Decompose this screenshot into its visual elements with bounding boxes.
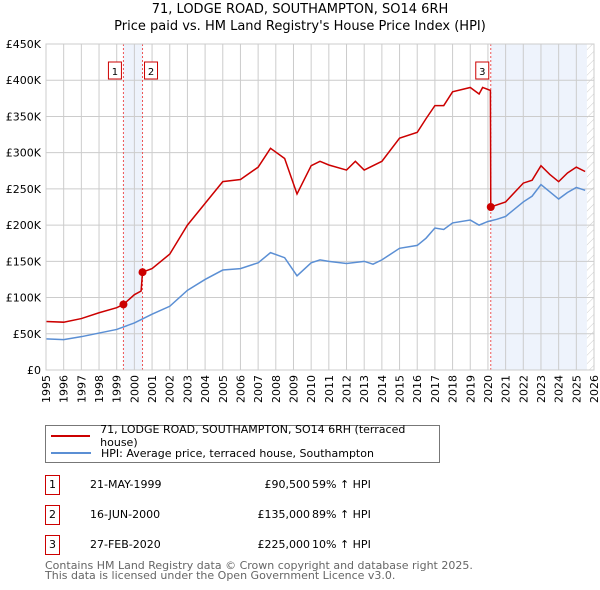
chart-title: 71, LODGE ROAD, SOUTHAMPTON, SO14 6RH	[151, 2, 449, 17]
x-tick-label: 2008	[270, 375, 283, 403]
sale-hpi-change: 89% ↑ HPI	[312, 508, 371, 521]
y-tick-label: £0	[27, 364, 41, 377]
x-tick-label: 2000	[128, 375, 141, 403]
sale-label-box	[144, 61, 159, 80]
sale-row: 1 21-MAY-1999 £90,500 59% ↑ HPI	[45, 475, 465, 495]
sale-marker-badge: 2	[45, 505, 60, 525]
x-tick-label: 2015	[394, 375, 407, 403]
y-tick-label: £350K	[6, 110, 42, 123]
x-tick-label: 2005	[217, 375, 230, 403]
legend: 71, LODGE ROAD, SOUTHAMPTON, SO14 6RH (t…	[45, 423, 440, 463]
y-tick-label: £100K	[6, 292, 42, 305]
footer-line2: This data is licensed under the Open Gov…	[45, 569, 396, 582]
future-hatch	[586, 44, 594, 370]
sale-label-box	[475, 61, 490, 80]
sale-label: 3	[479, 67, 485, 78]
sale-marker-badge: 3	[45, 535, 60, 555]
y-tick-label: £50K	[13, 328, 42, 341]
x-tick-label: 2018	[447, 375, 460, 403]
x-tick-label: 1999	[111, 375, 124, 403]
series-line	[45, 86, 586, 323]
sale-date: 21-MAY-1999	[90, 478, 162, 491]
x-tick-label: 2022	[517, 375, 530, 403]
x-tick-label: 2025	[570, 375, 583, 403]
y-tick-label: £400K	[6, 74, 42, 87]
legend-property: 71, LODGE ROAD, SOUTHAMPTON, SO14 6RH (t…	[46, 423, 439, 449]
price-chart: 1995 1996 1997 1998 1999 2000 2001 2002 2003 2004…	[6, 38, 600, 403]
chart-subtitle: Price paid vs. HM Land Registry's House …	[114, 19, 486, 34]
x-tick-label: 2017	[429, 375, 442, 403]
sale-label-box	[107, 61, 122, 80]
sale-date: 27-FEB-2020	[90, 538, 161, 551]
sale-label: 2	[148, 67, 154, 78]
shade-3	[490, 44, 587, 370]
sale-price: £225,000	[257, 538, 311, 551]
y-tick-label: £200K	[6, 219, 42, 232]
shade-1-2	[123, 44, 143, 370]
x-tick-label: 2006	[234, 375, 247, 403]
sale-marker-badge: 1	[45, 475, 60, 495]
x-tick-label: 2020	[482, 375, 495, 403]
x-tick-label: 2001	[146, 375, 159, 403]
sale-label: 1	[112, 67, 118, 78]
x-tick-label: 1996	[58, 375, 71, 403]
x-tick-label: 2024	[553, 375, 566, 403]
x-tick-label: 2013	[358, 375, 371, 403]
x-tick-label: 2009	[287, 375, 300, 403]
y-tick-label: £300K	[6, 147, 42, 160]
sale-row: 3 27-FEB-2020 £225,000 10% ↑ HPI	[45, 535, 465, 555]
plot-frame	[45, 43, 595, 371]
sale-hpi-change: 10% ↑ HPI	[312, 538, 371, 551]
y-tick-label: £150K	[6, 255, 42, 268]
footer: Contains HM Land Registry data © Crown c…	[45, 559, 473, 582]
series-line	[45, 183, 586, 341]
sale-point	[486, 203, 495, 211]
blue-line-swatch	[51, 452, 91, 454]
x-tick-label: 1995	[40, 375, 53, 403]
x-tick-label: 2004	[199, 375, 212, 403]
sale-point	[119, 300, 128, 309]
x-tick-label: 2007	[252, 375, 265, 403]
red-line-swatch	[51, 435, 91, 437]
legend-hpi-label: HPI: Average price, terraced house, Sout…	[101, 446, 374, 460]
x-tick-label: 2003	[181, 375, 194, 403]
x-tick-label: 2011	[323, 375, 336, 403]
y-tick-label: £450K	[6, 38, 42, 51]
x-tick-label: 2010	[305, 375, 318, 403]
legend-property-label: 71, LODGE ROAD, SOUTHAMPTON, SO14 6RH (t…	[100, 423, 406, 449]
footer-line1: Contains HM Land Registry data © Crown c…	[45, 559, 473, 572]
sale-price: £135,000	[257, 508, 311, 521]
x-tick-label: 1997	[75, 375, 88, 403]
x-tick-label: 2021	[500, 375, 513, 403]
x-tick-label: 2002	[164, 375, 177, 403]
legend-hpi: HPI: Average price, terraced house, Sout…	[46, 445, 374, 461]
x-tick-label: 2023	[535, 375, 548, 403]
y-tick-label: £250K	[6, 183, 42, 196]
sale-row: 2 16-JUN-2000 £135,000 89% ↑ HPI	[45, 505, 465, 525]
x-tick-label: 2019	[464, 375, 477, 403]
sale-date: 16-JUN-2000	[90, 508, 161, 521]
sale-point	[138, 268, 147, 277]
x-tick-label: 2016	[411, 375, 424, 403]
x-tick-label: 1998	[93, 375, 106, 403]
x-tick-label: 2026	[588, 375, 600, 403]
sale-hpi-change: 59% ↑ HPI	[312, 478, 371, 491]
x-tick-label: 2012	[341, 375, 354, 403]
sale-price: £90,500	[264, 478, 311, 491]
x-tick-label: 2014	[376, 375, 389, 403]
